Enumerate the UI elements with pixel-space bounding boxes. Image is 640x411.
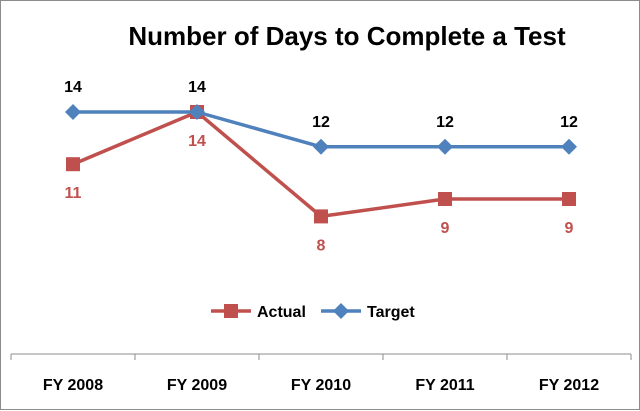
x-axis: FY 2008 FY 2009 FY 2010 FY 2011 FY 2012 — [10, 353, 632, 394]
point-target-4 — [437, 138, 453, 155]
point-actual-4 — [438, 192, 452, 206]
series-layer — [65, 104, 577, 224]
point-target-3 — [313, 138, 329, 155]
x-tick-label-3: FY 2010 — [291, 377, 351, 394]
x-tick-label-1: FY 2008 — [43, 377, 103, 394]
point-actual-1 — [66, 157, 80, 172]
x-tick-label-5: FY 2012 — [539, 377, 599, 394]
legend-label-target: Target — [367, 304, 415, 321]
legend-label-actual: Actual — [257, 304, 306, 321]
data-label-target-3: 12 — [312, 114, 330, 131]
data-label-target-1: 14 — [64, 79, 82, 96]
point-actual-3 — [314, 209, 328, 224]
legend-marker-target — [333, 303, 349, 319]
legend-item-target: Target — [321, 303, 415, 321]
point-target-2 — [189, 104, 205, 120]
data-label-actual-4: 9 — [441, 220, 450, 237]
point-actual-5 — [562, 192, 576, 206]
data-label-actual-3: 8 — [317, 237, 326, 254]
data-label-target-2: 14 — [188, 79, 206, 96]
x-tick-label-2: FY 2009 — [167, 377, 227, 394]
legend-item-actual: Actual — [211, 304, 306, 321]
data-label-actual-5: 9 — [565, 220, 574, 237]
data-label-actual-1: 11 — [65, 185, 82, 202]
data-labels-layer: 11 14 8 9 9 14 14 12 12 12 — [64, 79, 578, 254]
series-actual — [66, 105, 576, 224]
data-label-target-4: 12 — [436, 114, 454, 131]
legend-marker-actual — [224, 304, 238, 318]
data-label-target-5: 12 — [560, 114, 578, 131]
point-target-5 — [561, 138, 577, 155]
series-target — [65, 104, 577, 155]
point-target-1 — [65, 104, 81, 120]
data-label-actual-2: 14 — [188, 133, 206, 150]
legend: Actual Target — [211, 303, 415, 321]
chart-title: Number of Days to Complete a Test — [128, 21, 566, 51]
x-tick-label-4: FY 2011 — [415, 377, 474, 394]
